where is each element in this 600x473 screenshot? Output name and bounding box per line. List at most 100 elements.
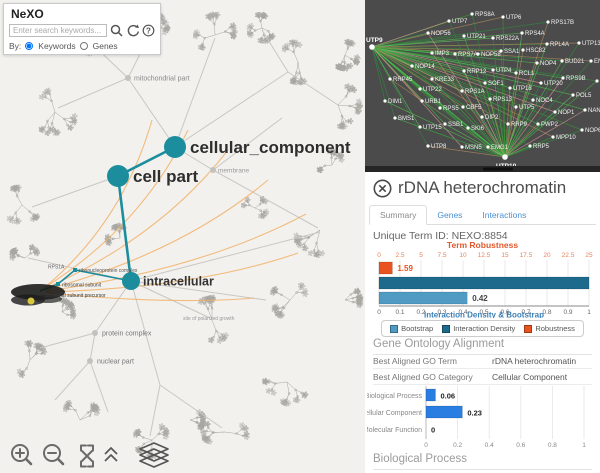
- gene-node[interactable]: [461, 105, 465, 109]
- gene-node[interactable]: [499, 49, 503, 53]
- gene-node[interactable]: [560, 59, 564, 63]
- gene-node-label[interactable]: UTP21: [467, 34, 486, 40]
- gene-node-label[interactable]: RPS8A: [475, 12, 495, 18]
- gene-node[interactable]: [430, 51, 434, 55]
- network-scrollbar[interactable]: [365, 166, 600, 172]
- gene-node[interactable]: [531, 98, 535, 102]
- gene-node-label[interactable]: ENP1: [594, 59, 600, 65]
- radio-keywords[interactable]: [25, 42, 34, 50]
- close-icon[interactable]: [373, 179, 392, 198]
- fit-to-screen-button[interactable]: [80, 444, 94, 468]
- gene-node-label[interactable]: KRE33: [435, 77, 455, 83]
- collapse-all-button[interactable]: [104, 447, 118, 462]
- gene-node-label[interactable]: NOP1: [558, 110, 575, 116]
- node-mitochondrial-part[interactable]: [125, 75, 131, 81]
- gene-node-label[interactable]: RPS7A: [458, 52, 478, 58]
- gene-node-label[interactable]: BMS1: [398, 116, 415, 122]
- gene-node-label[interactable]: RPS22A: [496, 36, 519, 42]
- gene-node[interactable]: [483, 81, 487, 85]
- gene-node[interactable]: [418, 125, 422, 129]
- gene-node-label[interactable]: MPP10: [556, 135, 576, 141]
- gene-node[interactable]: [583, 108, 587, 112]
- gene-node-label[interactable]: UTP6: [506, 15, 522, 21]
- ontology-canvas[interactable]: mitochondrial part cellular_component me…: [0, 0, 365, 473]
- gene-node[interactable]: [539, 81, 543, 85]
- gene-node-label[interactable]: UTP5: [519, 105, 535, 111]
- gene-node-label[interactable]: RPS1A: [465, 89, 485, 95]
- gene-node[interactable]: [453, 52, 457, 56]
- tab-interactions[interactable]: Interactions: [482, 210, 527, 220]
- zoom-out-button[interactable]: [43, 444, 65, 466]
- gene-node-label[interactable]: NAN1: [588, 108, 600, 114]
- search-input[interactable]: [9, 24, 107, 37]
- gene-node[interactable]: [388, 77, 392, 81]
- gene-node[interactable]: [535, 61, 539, 65]
- gene-node-label[interactable]: NOP6: [585, 128, 600, 134]
- gene-node-label[interactable]: NOP4: [540, 61, 557, 67]
- gene-node[interactable]: [418, 87, 422, 91]
- gene-node-label[interactable]: UTP4: [496, 68, 512, 74]
- node-ribonucleoprotein-complex[interactable]: [73, 268, 77, 272]
- gene-node[interactable]: [514, 105, 518, 109]
- gene-node-label[interactable]: PWP2: [541, 122, 559, 128]
- node-cell-part[interactable]: [107, 165, 129, 187]
- radio-genes[interactable]: [79, 42, 88, 50]
- gene-node[interactable]: [528, 144, 532, 148]
- gene-node[interactable]: [410, 64, 414, 68]
- gene-node[interactable]: [561, 76, 565, 80]
- tab-genes[interactable]: Genes: [437, 210, 463, 220]
- gene-node-label[interactable]: BUD21: [565, 59, 585, 65]
- gene-node[interactable]: [514, 71, 518, 75]
- node-ribosomal-subunit[interactable]: [56, 282, 60, 286]
- gene-node[interactable]: [488, 97, 492, 101]
- gene-node-label[interactable]: NOC4: [536, 98, 553, 104]
- gene-node[interactable]: [466, 126, 470, 130]
- gene-node[interactable]: [506, 122, 510, 126]
- gene-node[interactable]: [383, 99, 387, 103]
- gene-node[interactable]: [430, 77, 434, 81]
- gene-node-label[interactable]: POL5: [576, 93, 592, 99]
- gene-node[interactable]: [438, 106, 442, 110]
- node-cellular-component[interactable]: [164, 136, 186, 158]
- gene-node-label[interactable]: NOP56: [431, 31, 451, 37]
- gene-node[interactable]: [546, 20, 550, 24]
- gene-node-label[interactable]: RRP45: [393, 77, 413, 83]
- gene-node-label[interactable]: RPS17B: [551, 20, 574, 26]
- gene-node[interactable]: [521, 48, 525, 52]
- gene-node-label[interactable]: SSA1: [504, 49, 520, 55]
- gene-node-label[interactable]: URB1: [425, 99, 442, 105]
- gene-node[interactable]: [571, 93, 575, 97]
- gene-node-label[interactable]: UTP15: [423, 125, 442, 131]
- gene-node-label[interactable]: SKI6: [471, 126, 485, 132]
- gene-node-label[interactable]: MSN5: [465, 145, 482, 151]
- gene-node[interactable]: [426, 31, 430, 35]
- gene-node[interactable]: [501, 15, 505, 19]
- gene-node[interactable]: [480, 115, 484, 119]
- gene-node-label[interactable]: EMG1: [491, 145, 509, 151]
- gene-node-label[interactable]: RPS13: [493, 97, 513, 103]
- gene-node[interactable]: [520, 31, 524, 35]
- gene-node[interactable]: [486, 145, 490, 149]
- gene-node-label[interactable]: DIP2: [485, 115, 499, 121]
- gene-hub-node[interactable]: [502, 154, 508, 160]
- gene-node[interactable]: [491, 68, 495, 72]
- layers-button[interactable]: [139, 442, 169, 468]
- gene-node-label[interactable]: UTP8: [431, 144, 447, 150]
- gene-node-label[interactable]: UTP13: [582, 41, 600, 47]
- reset-button[interactable]: [126, 24, 139, 37]
- gene-node[interactable]: [580, 128, 584, 132]
- gene-node-label[interactable]: UTP18: [513, 86, 532, 92]
- gene-node-label[interactable]: RRP12: [467, 69, 487, 75]
- help-button[interactable]: ?: [142, 24, 155, 37]
- tab-summary[interactable]: Summary: [369, 205, 428, 225]
- gene-node[interactable]: [460, 145, 464, 149]
- gene-node-label[interactable]: CBF5: [466, 105, 482, 111]
- gene-node[interactable]: [460, 89, 464, 93]
- gene-node[interactable]: [470, 12, 474, 16]
- gene-node-label[interactable]: RPS9B: [566, 76, 586, 82]
- search-button[interactable]: [110, 24, 123, 37]
- node-protein-complex[interactable]: [92, 330, 98, 336]
- gene-node[interactable]: [447, 19, 451, 23]
- gene-node[interactable]: [491, 36, 495, 40]
- gene-node[interactable]: [476, 52, 480, 56]
